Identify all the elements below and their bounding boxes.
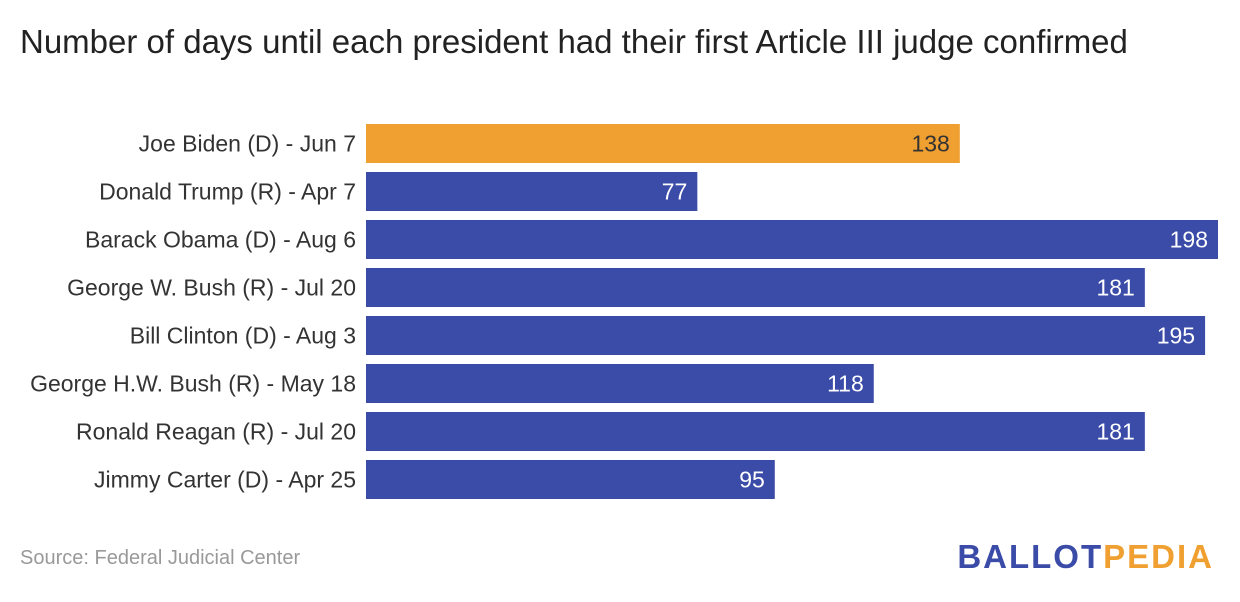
category-label: Donald Trump (R) - Apr 7: [99, 179, 356, 205]
value-label: 118: [827, 371, 864, 397]
bar: [366, 460, 775, 499]
value-label: 195: [1157, 323, 1195, 349]
bar: [366, 268, 1145, 307]
chart-title: Number of days until each president had …: [20, 23, 1128, 60]
ballotpedia-logo: BALLOTPEDIA: [957, 538, 1214, 576]
value-label: 138: [911, 131, 949, 157]
value-labels-group: 138 77 198 181 195 118 181 95: [662, 131, 1208, 493]
bar: [366, 220, 1218, 259]
source-note: Source: Federal Judicial Center: [20, 547, 301, 569]
category-labels-group: Joe Biden (D) - Jun 7 Donald Trump (R) - …: [30, 131, 356, 493]
value-label: 181: [1096, 275, 1134, 301]
logo-part-ballot: BALLOT: [957, 538, 1104, 575]
logo-part-pedia: PEDIA: [1103, 538, 1214, 575]
bar: [366, 412, 1145, 451]
category-label: Barack Obama (D) - Aug 6: [85, 227, 356, 253]
bar: [366, 364, 874, 403]
category-label: George H.W. Bush (R) - May 18: [30, 371, 356, 397]
bar: [366, 172, 698, 211]
value-label: 181: [1096, 419, 1134, 445]
value-label: 95: [739, 467, 765, 493]
category-label: Joe Biden (D) - Jun 7: [139, 131, 356, 157]
bars-group: [366, 124, 1218, 499]
value-label: 198: [1170, 227, 1208, 253]
value-label: 77: [662, 179, 688, 205]
category-label: George W. Bush (R) - Jul 20: [67, 275, 356, 301]
bar: [366, 316, 1206, 355]
bar: [366, 124, 960, 163]
category-label: Ronald Reagan (R) - Jul 20: [76, 419, 356, 445]
category-label: Jimmy Carter (D) - Apr 25: [94, 467, 356, 493]
category-label: Bill Clinton (D) - Aug 3: [130, 323, 356, 349]
